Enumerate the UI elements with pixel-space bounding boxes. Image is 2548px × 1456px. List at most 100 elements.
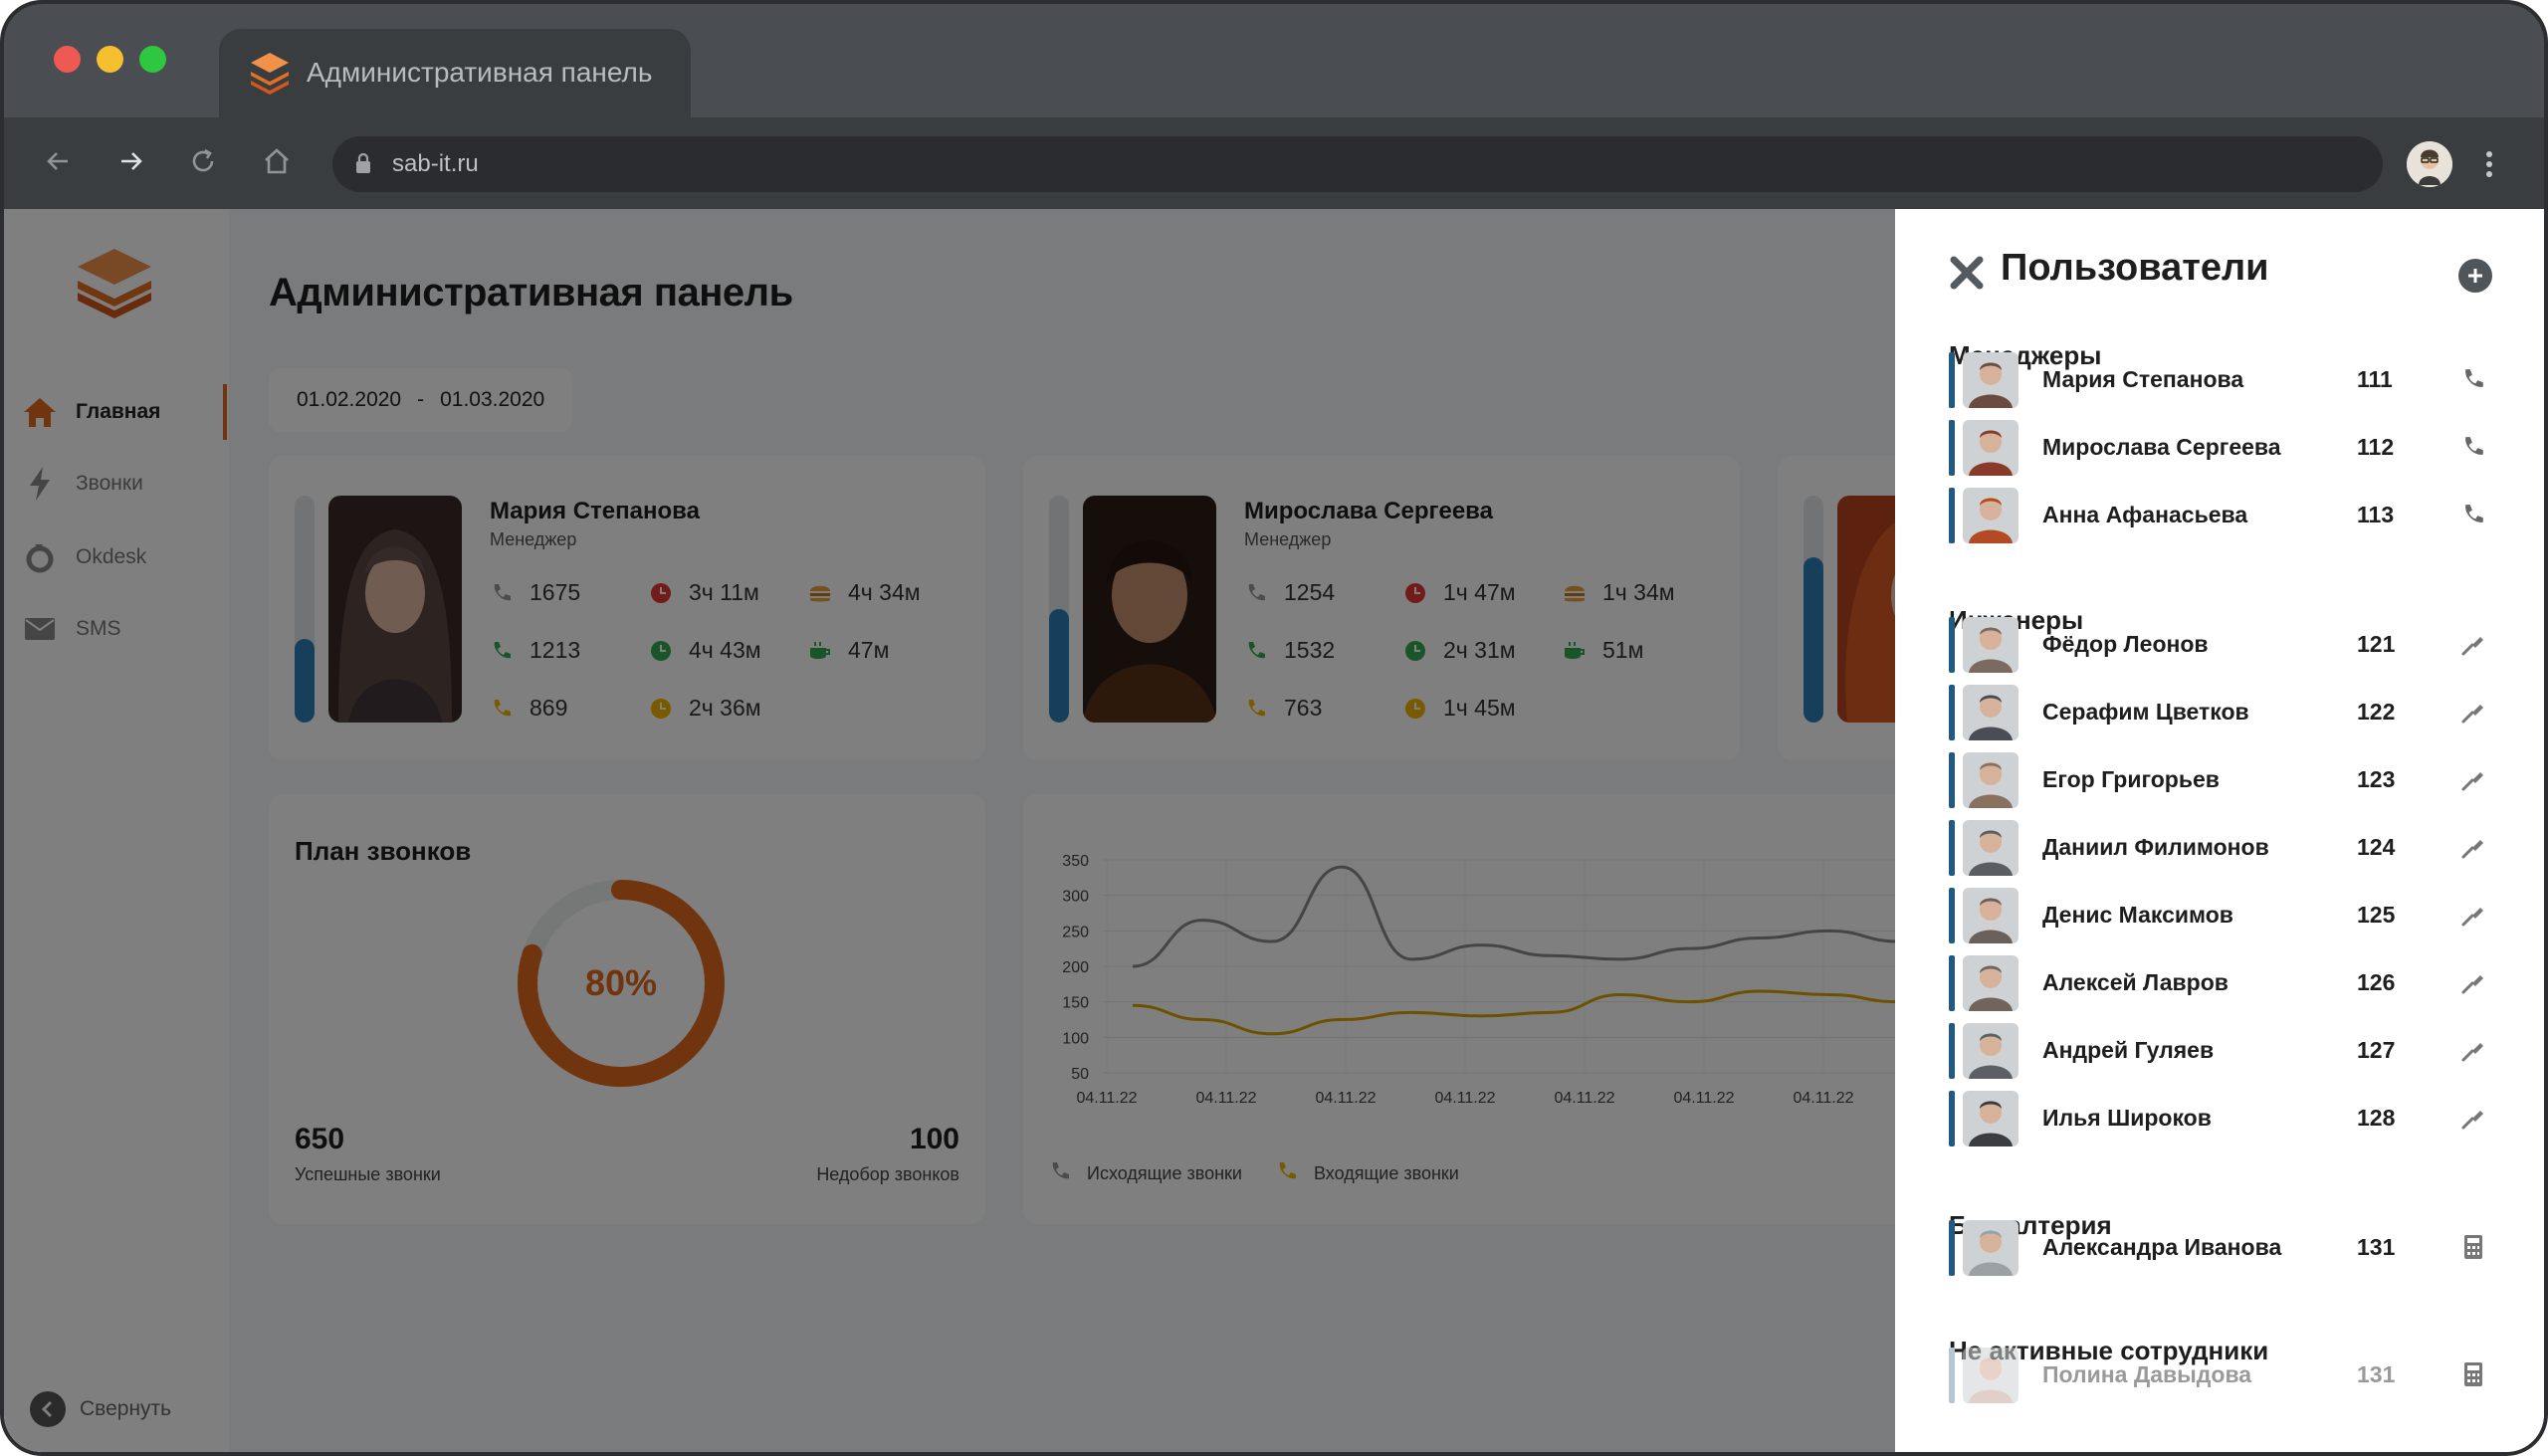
user-extension: 112 — [2357, 434, 2395, 460]
user-extension: 125 — [2357, 902, 2396, 928]
user-extension: 111 — [2357, 366, 2393, 392]
user-row[interactable]: Даниил Филимонов 124 — [1949, 820, 2506, 876]
avatar — [1963, 1348, 2018, 1403]
panel-title: Пользователи — [2001, 247, 2269, 289]
user-name: Даниил Филимонов — [2042, 834, 2269, 860]
user-row[interactable]: Андрей Гуляев 127 — [1949, 1023, 2506, 1079]
avatar — [1963, 685, 2018, 740]
avatar — [1963, 955, 2018, 1011]
user-extension: 131 — [2357, 1234, 2396, 1260]
row-accent — [1949, 352, 1955, 408]
close-icon[interactable] — [1949, 255, 1985, 291]
plus-icon — [2468, 269, 2482, 283]
avatar — [1963, 820, 2018, 876]
user-name: Серафим Цветков — [2042, 699, 2249, 725]
app-content: Главная Звонки Okdesk SMS — [4, 209, 2544, 1452]
tab-title: Административная панель — [307, 57, 653, 88]
user-name: Егор Григорьев — [2042, 766, 2220, 792]
row-accent — [1949, 1023, 1955, 1079]
close-window-button[interactable] — [54, 46, 81, 73]
screwdriver-icon[interactable] — [2458, 764, 2488, 794]
stack-logo-icon — [251, 53, 289, 95]
screwdriver-icon[interactable] — [2458, 900, 2488, 930]
user-name: Мария Степанова — [2042, 366, 2244, 392]
user-row[interactable]: Мирослава Сергеева 112 — [1949, 420, 2506, 476]
avatar — [1963, 352, 2018, 408]
forward-icon[interactable] — [109, 139, 153, 183]
row-accent — [1949, 617, 1955, 673]
avatar — [1963, 888, 2018, 943]
user-extension: 113 — [2357, 502, 2395, 527]
avatar — [1963, 1091, 2018, 1146]
browser-toolbar: sab-it.ru — [4, 117, 2544, 209]
user-extension: 128 — [2357, 1105, 2396, 1131]
row-accent — [1949, 955, 1955, 1011]
user-name: Андрей Гуляев — [2042, 1037, 2215, 1063]
user-extension: 124 — [2357, 834, 2396, 860]
address-bar[interactable]: sab-it.ru — [332, 136, 2383, 192]
row-accent — [1949, 1220, 1955, 1276]
row-accent — [1949, 685, 1955, 740]
user-name: Денис Максимов — [2042, 902, 2233, 928]
row-accent — [1949, 420, 1955, 476]
user-extension: 122 — [2357, 699, 2396, 725]
user-row[interactable]: Денис Максимов 125 — [1949, 888, 2506, 943]
user-name: Мирослава Сергеева — [2042, 434, 2281, 460]
row-accent — [1949, 820, 1955, 876]
user-row[interactable]: Серафим Цветков 122 — [1949, 685, 2506, 740]
url-text: sab-it.ru — [392, 150, 479, 177]
user-extension: 131 — [2357, 1361, 2396, 1387]
user-name: Алексей Лавров — [2042, 969, 2229, 995]
user-name: Александра Иванова — [2042, 1234, 2282, 1260]
user-row[interactable]: Егор Григорьев 123 — [1949, 752, 2506, 808]
user-row[interactable]: Анна Афанасьева 113 — [1949, 488, 2506, 543]
back-icon[interactable] — [36, 139, 80, 183]
screwdriver-icon[interactable] — [2458, 1103, 2488, 1133]
phone-icon[interactable] — [2458, 432, 2488, 462]
user-row[interactable]: Мария Степанова 111 — [1949, 352, 2506, 408]
user-name: Полина Давыдова — [2042, 1361, 2252, 1387]
user-extension: 123 — [2357, 766, 2396, 792]
avatar — [1963, 420, 2018, 476]
more-menu-icon[interactable] — [2474, 141, 2504, 187]
user-name: Анна Афанасьева — [2042, 502, 2248, 527]
row-accent — [1949, 888, 1955, 943]
modal-backdrop[interactable] — [4, 209, 1895, 1452]
user-row[interactable]: Александра Иванова 131 — [1949, 1220, 2506, 1276]
tab-bar: Административная панель — [4, 4, 2544, 117]
add-user-button[interactable] — [2458, 259, 2492, 293]
user-row[interactable]: Илья Широков 128 — [1949, 1091, 2506, 1146]
calculator-icon[interactable] — [2458, 1232, 2488, 1262]
phone-icon[interactable] — [2458, 364, 2488, 394]
avatar — [1963, 617, 2018, 673]
user-row[interactable]: Алексей Лавров 126 — [1949, 955, 2506, 1011]
profile-avatar[interactable] — [2407, 141, 2452, 187]
screwdriver-icon[interactable] — [2458, 697, 2488, 727]
row-accent — [1949, 1091, 1955, 1146]
users-panel: Пользователи Менеджеры Мария Степанова 111… — [1895, 209, 2544, 1452]
browser-tab[interactable]: Административная панель — [219, 29, 691, 117]
row-accent — [1949, 488, 1955, 543]
maximize-window-button[interactable] — [139, 46, 166, 73]
user-extension: 126 — [2357, 969, 2396, 995]
screwdriver-icon[interactable] — [2458, 629, 2488, 659]
row-accent — [1949, 752, 1955, 808]
screwdriver-icon[interactable] — [2458, 1035, 2488, 1065]
user-extension: 121 — [2357, 631, 2396, 657]
avatar — [1963, 1023, 2018, 1079]
user-row[interactable]: Полина Давыдова 131 — [1949, 1348, 2506, 1403]
screwdriver-icon[interactable] — [2458, 967, 2488, 997]
home-browser-icon[interactable] — [255, 139, 299, 183]
lock-icon — [356, 152, 370, 173]
row-accent — [1949, 1348, 1955, 1403]
user-extension: 127 — [2357, 1037, 2396, 1063]
user-row[interactable]: Фёдор Леонов 121 — [1949, 617, 2506, 673]
phone-icon[interactable] — [2458, 500, 2488, 529]
avatar — [1963, 488, 2018, 543]
calculator-icon[interactable] — [2458, 1359, 2488, 1389]
user-name: Фёдор Леонов — [2042, 631, 2209, 657]
minimize-window-button[interactable] — [97, 46, 123, 73]
screwdriver-icon[interactable] — [2458, 832, 2488, 862]
reload-icon[interactable] — [181, 139, 225, 183]
